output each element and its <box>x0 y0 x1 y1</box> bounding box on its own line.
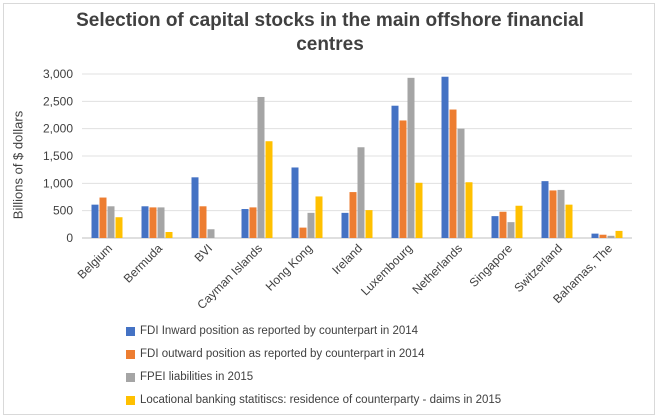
bar <box>241 209 249 238</box>
bar <box>491 216 499 238</box>
bar <box>541 181 549 238</box>
x-tick-label: BVI <box>192 241 216 265</box>
bar <box>107 206 115 238</box>
bar <box>591 233 599 238</box>
y-tick-label: 500 <box>53 204 73 218</box>
bar <box>407 77 415 239</box>
bar <box>157 207 165 238</box>
bar <box>607 235 615 238</box>
bar <box>115 217 123 238</box>
legend-swatch <box>126 327 135 336</box>
y-tick-label: 2,000 <box>43 122 73 136</box>
bar <box>249 207 257 238</box>
bar <box>149 207 157 238</box>
x-tick-label: Luxembourg <box>358 241 415 298</box>
bar <box>341 212 349 238</box>
bar <box>441 76 449 238</box>
bar <box>465 182 473 238</box>
bar <box>449 109 457 239</box>
y-tick-label: 1,000 <box>43 176 73 190</box>
legend-item: Locational banking statitiscs: residence… <box>126 393 546 416</box>
legend-label: FDI outward position as reported by coun… <box>140 348 425 360</box>
chart-title: Selection of capital stocks in the main … <box>0 9 660 57</box>
bar <box>165 231 173 238</box>
legend-label: Locational banking statitiscs: residence… <box>140 394 502 406</box>
bar <box>91 204 99 238</box>
legend-item: FDI Inward position as reported by count… <box>126 324 546 347</box>
bar <box>299 227 307 238</box>
bar <box>199 206 207 238</box>
bar <box>499 211 507 238</box>
chart-title-line-1: Selection of capital stocks in the main … <box>76 10 584 31</box>
bar <box>391 105 399 238</box>
bar <box>549 190 557 238</box>
x-tick-label: Belgium <box>75 241 116 282</box>
y-tick-label: 2,500 <box>43 94 73 108</box>
legend-label: FPEI liabilities in 2015 <box>140 371 254 383</box>
bar <box>349 192 357 238</box>
x-tick-label: Netherlands <box>409 241 465 297</box>
bar <box>507 222 515 238</box>
bar <box>615 230 623 238</box>
bar <box>257 96 265 239</box>
legend-item: FDI outward position as reported by coun… <box>126 347 546 370</box>
bar <box>291 167 299 238</box>
x-tick-label: Switzerland <box>511 241 565 295</box>
legend-label: FDI Inward position as reported by count… <box>140 325 419 337</box>
x-tick-label: Hong Kong <box>263 241 315 293</box>
bar <box>415 182 423 238</box>
legend-swatch <box>126 396 135 405</box>
legend-swatch <box>126 373 135 382</box>
bar <box>565 204 573 238</box>
x-tick-label: Bermuda <box>121 241 166 286</box>
bar <box>457 128 465 238</box>
y-tick-label: 1,500 <box>43 149 73 163</box>
bar <box>207 229 215 238</box>
y-tick-label: 0 <box>66 231 73 245</box>
bar <box>191 177 199 238</box>
x-tick-label: Ireland <box>329 241 365 277</box>
bar <box>365 210 373 238</box>
bar <box>141 206 149 238</box>
legend: FDI Inward position as reported by count… <box>126 324 546 416</box>
bar <box>99 197 107 238</box>
bar <box>307 212 315 238</box>
bar <box>357 147 365 238</box>
chart-title-line-2: centres <box>296 34 364 55</box>
x-tick-label: Singapore <box>467 241 516 290</box>
legend-swatch <box>126 350 135 359</box>
bar <box>315 196 323 238</box>
bar <box>265 141 273 238</box>
y-tick-label: 3,000 <box>43 67 73 81</box>
bar <box>557 189 565 238</box>
bar <box>399 120 407 238</box>
bar <box>515 205 523 238</box>
legend-item: FPEI liabilities in 2015 <box>126 370 546 393</box>
bar <box>599 234 607 238</box>
